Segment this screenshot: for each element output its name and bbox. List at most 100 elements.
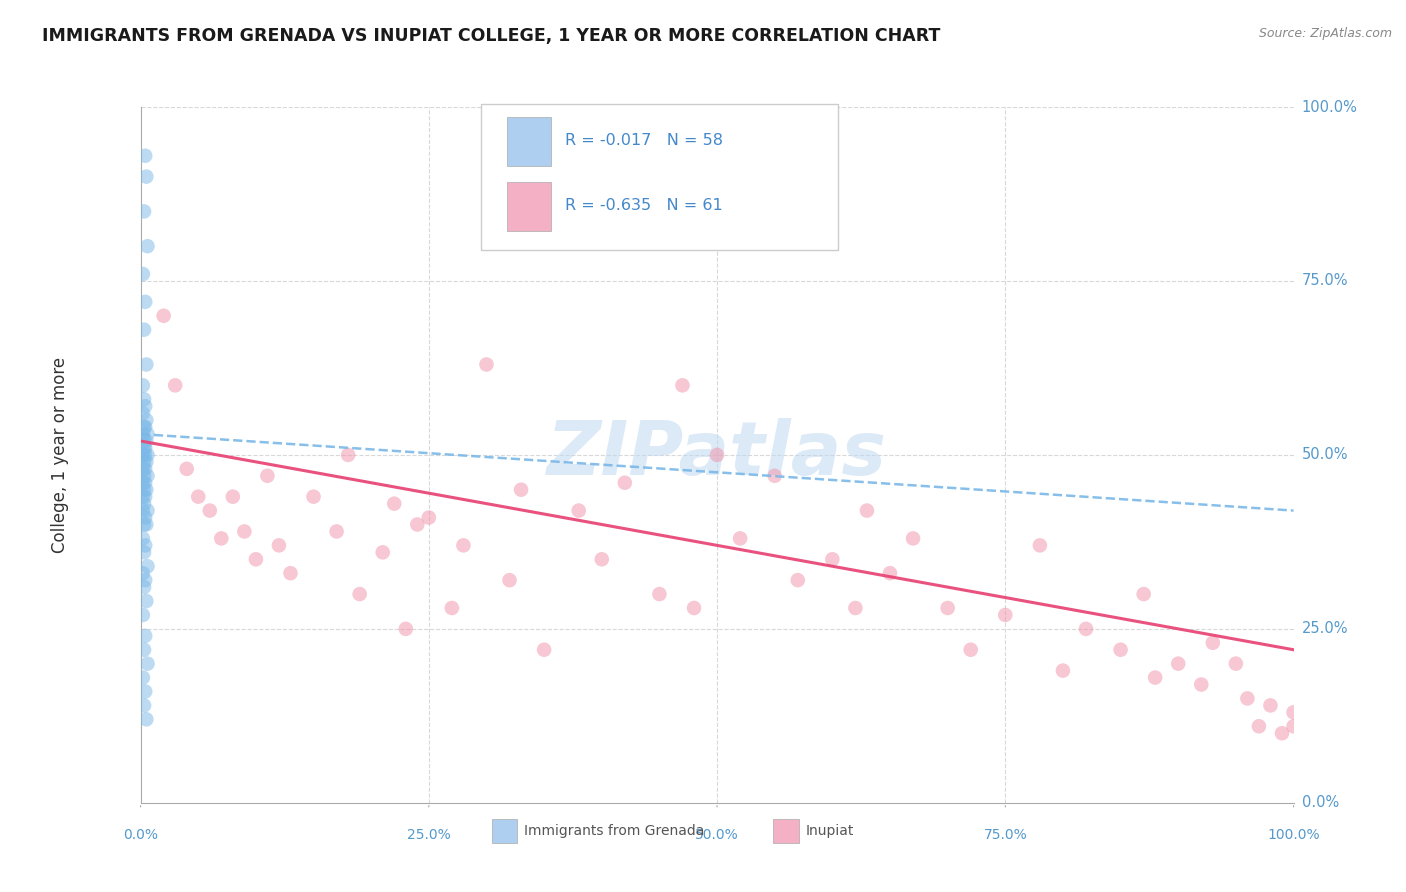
Point [683, 601, 706, 615]
Point [440, 601, 463, 615]
Text: 100.0%: 100.0% [1302, 100, 1358, 114]
Point [132, 475, 155, 490]
Point [325, 524, 347, 539]
Point [135, 594, 157, 608]
Point [132, 566, 155, 581]
Point [176, 462, 198, 476]
Point [136, 657, 159, 671]
Point [132, 517, 155, 532]
Point [132, 448, 155, 462]
Text: 75.0%: 75.0% [1302, 274, 1348, 288]
Point [132, 420, 155, 434]
Text: 0.0%: 0.0% [1302, 796, 1339, 810]
Text: 50.0%: 50.0% [695, 828, 740, 842]
Point [132, 455, 155, 469]
Point [152, 309, 174, 323]
Text: 50.0%: 50.0% [1302, 448, 1348, 462]
Point [132, 503, 155, 517]
Bar [508, 118, 551, 166]
Point [136, 448, 159, 462]
Point [475, 358, 498, 372]
Point [1109, 642, 1132, 657]
Point [134, 294, 156, 309]
Point [165, 378, 187, 392]
Point [1167, 657, 1189, 671]
Point [135, 413, 157, 427]
Point [132, 441, 155, 455]
Point [134, 448, 156, 462]
Point [1247, 719, 1270, 733]
Point [1144, 671, 1167, 685]
Point [132, 323, 155, 337]
Point [132, 698, 155, 713]
Point [134, 490, 156, 504]
Point [1260, 698, 1282, 713]
Text: IMMIGRANTS FROM GRENADA VS INUPIAT COLLEGE, 1 YEAR OR MORE CORRELATION CHART: IMMIGRANTS FROM GRENADA VS INUPIAT COLLE… [42, 27, 941, 45]
Point [1189, 677, 1212, 691]
Point [135, 712, 157, 726]
Text: R = -0.017   N = 58: R = -0.017 N = 58 [565, 133, 723, 148]
Point [135, 169, 157, 184]
Point [132, 671, 155, 685]
Point [1236, 691, 1258, 706]
Text: 100.0%: 100.0% [1267, 828, 1320, 842]
Point [1132, 587, 1154, 601]
Point [844, 601, 866, 615]
Point [256, 468, 278, 483]
Point [856, 503, 879, 517]
Point [671, 378, 693, 392]
Point [959, 642, 981, 657]
Point [132, 267, 155, 281]
Point [136, 503, 159, 517]
Text: 25.0%: 25.0% [1302, 622, 1348, 636]
Point [132, 497, 155, 511]
Point [132, 607, 155, 622]
Point [136, 239, 159, 253]
Point [706, 448, 728, 462]
Point [135, 517, 157, 532]
Point [134, 538, 156, 552]
Point [648, 587, 671, 601]
Point [135, 455, 157, 469]
Point [134, 475, 156, 490]
Text: Inupiat: Inupiat [806, 824, 853, 838]
Text: Source: ZipAtlas.com: Source: ZipAtlas.com [1258, 27, 1392, 40]
Point [302, 490, 325, 504]
Point [1271, 726, 1294, 740]
Point [134, 573, 156, 587]
Point [209, 532, 232, 546]
Point [132, 580, 155, 594]
Point [371, 545, 394, 559]
Point [349, 587, 371, 601]
Point [786, 573, 808, 587]
Point [1029, 538, 1052, 552]
Point [135, 483, 157, 497]
Point [1074, 622, 1097, 636]
Point [568, 503, 591, 517]
Point [136, 468, 159, 483]
Point [337, 448, 360, 462]
Point [134, 510, 156, 524]
Point [280, 566, 302, 581]
Bar [508, 182, 551, 231]
Point [821, 552, 844, 566]
Point [132, 532, 155, 546]
Point [222, 490, 245, 504]
Point [132, 545, 155, 559]
Point [763, 468, 786, 483]
Point [1202, 636, 1225, 650]
Point [233, 524, 256, 539]
Point [879, 566, 901, 581]
Point [994, 607, 1017, 622]
Text: Immigrants from Grenada: Immigrants from Grenada [524, 824, 704, 838]
Point [134, 420, 156, 434]
Point [136, 427, 159, 442]
Point [901, 532, 924, 546]
Point [728, 532, 751, 546]
Point [134, 684, 156, 698]
Point [132, 490, 155, 504]
Point [1052, 664, 1074, 678]
Point [134, 629, 156, 643]
Point [453, 538, 475, 552]
Point [132, 468, 155, 483]
